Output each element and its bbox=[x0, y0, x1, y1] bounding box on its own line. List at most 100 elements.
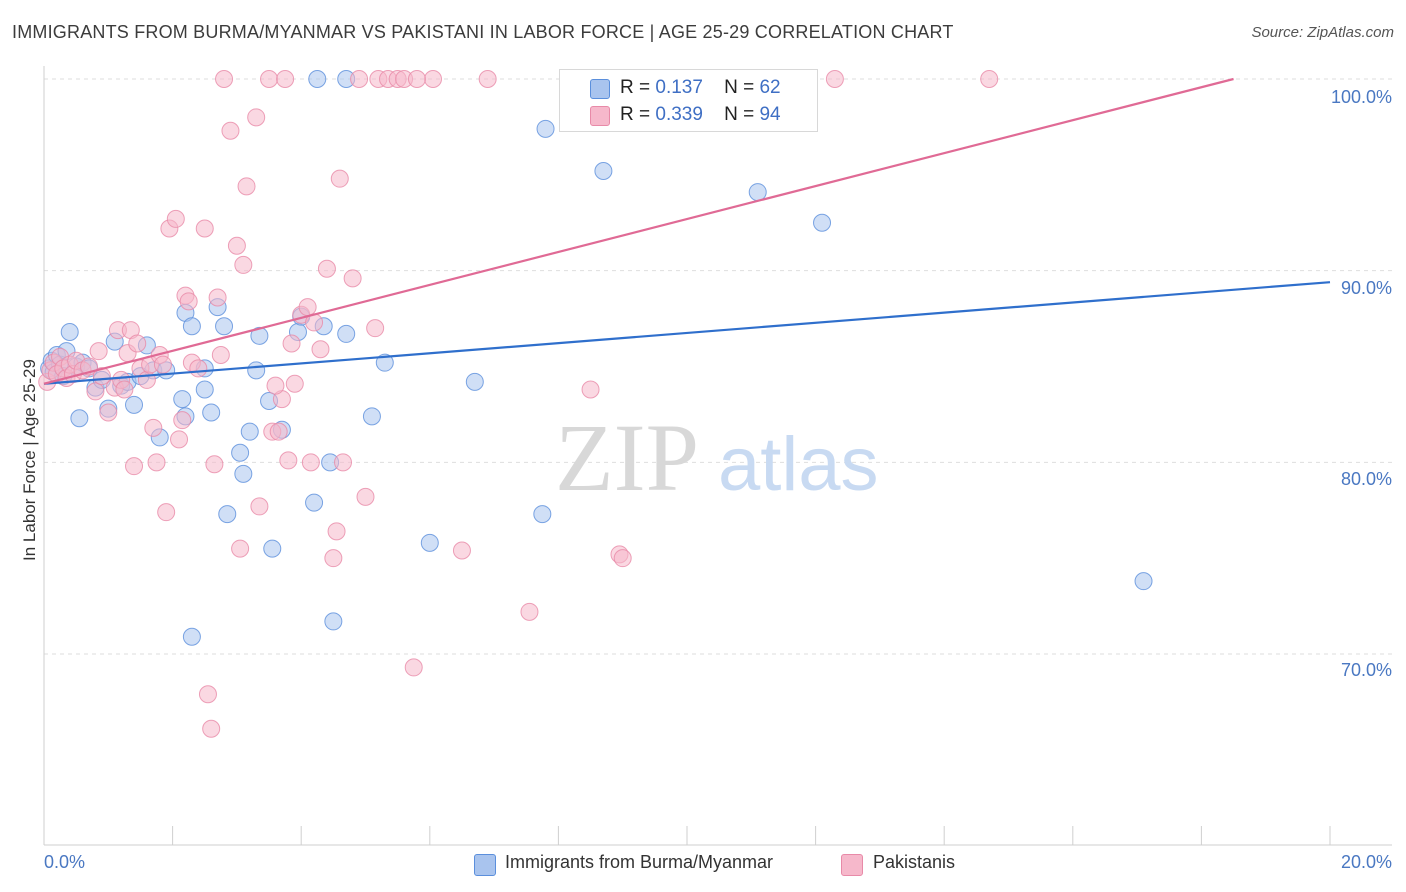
legend-r-label: R = bbox=[620, 77, 651, 98]
pakistani-point-48 bbox=[231, 539, 250, 558]
pakistani-point-69 bbox=[330, 169, 349, 188]
burma-point-58 bbox=[1134, 572, 1153, 591]
pakistani-point-79 bbox=[424, 70, 443, 88]
pakistani-point-60 bbox=[285, 374, 304, 393]
legend-n-value-blue: 62 bbox=[759, 77, 781, 98]
burma-point-55 bbox=[594, 162, 613, 180]
pakistani-point-43 bbox=[208, 288, 227, 307]
burma-point-47 bbox=[324, 612, 343, 631]
burma-point-38 bbox=[250, 326, 269, 345]
points-layer bbox=[38, 70, 1153, 738]
legend-n-label: N = bbox=[724, 77, 755, 98]
burma-point-26 bbox=[173, 390, 192, 409]
pakistani-point-83 bbox=[581, 380, 600, 399]
pakistani-point-93 bbox=[115, 380, 134, 399]
pakistani-point-81 bbox=[478, 70, 497, 88]
burma-point-30 bbox=[202, 403, 221, 422]
pakistani-point-21 bbox=[125, 457, 144, 476]
pakistani-point-15 bbox=[99, 403, 118, 422]
burma-point-34 bbox=[231, 443, 250, 462]
burma-point-52 bbox=[465, 372, 484, 391]
burma-trend-line bbox=[43, 281, 1331, 385]
pakistani-point-72 bbox=[350, 70, 369, 88]
burma-point-51 bbox=[420, 533, 439, 552]
pakistani-point-73 bbox=[356, 487, 375, 506]
burma-point-54 bbox=[536, 119, 555, 138]
legend-n-label: N = bbox=[724, 104, 755, 125]
legend-swatch-blue bbox=[590, 79, 610, 99]
pakistani-point-32 bbox=[166, 209, 185, 228]
pakistani-point-22 bbox=[128, 334, 147, 353]
pakistani-point-13 bbox=[89, 342, 108, 361]
pakistani-point-89 bbox=[980, 70, 999, 88]
legend-r-value-blue: 0.137 bbox=[655, 77, 703, 98]
burma-point-9 bbox=[70, 409, 89, 428]
pakistani-point-66 bbox=[317, 259, 336, 278]
pakistani-point-36 bbox=[179, 292, 198, 311]
burma-point-56 bbox=[748, 183, 767, 202]
burma-point-44 bbox=[305, 493, 324, 512]
y-tick-70: 70.0% bbox=[1340, 660, 1392, 680]
pakistani-point-70 bbox=[333, 453, 352, 472]
legend-row-pink: R = 0.339 N = 94 bbox=[620, 104, 781, 126]
burma-point-7 bbox=[60, 323, 79, 341]
bottom-legend-swatch-blue bbox=[474, 854, 496, 876]
y-tick-80: 80.0% bbox=[1340, 469, 1392, 489]
pakistani-point-67 bbox=[324, 549, 343, 568]
pakistani-point-59 bbox=[282, 334, 301, 353]
pakistani-point-44 bbox=[211, 346, 230, 364]
pakistani-point-26 bbox=[144, 418, 163, 437]
burma-point-57 bbox=[813, 213, 832, 232]
pakistani-point-62 bbox=[298, 298, 317, 317]
pakistani-point-53 bbox=[260, 70, 279, 88]
pakistani-point-50 bbox=[237, 177, 256, 196]
y-tick-100: 100.0% bbox=[1330, 87, 1392, 107]
source-label: Source: ZipAtlas.com bbox=[1251, 24, 1394, 41]
pakistani-point-71 bbox=[343, 269, 362, 288]
pakistani-point-41 bbox=[202, 719, 221, 738]
pakistani-point-57 bbox=[276, 70, 295, 88]
burma-point-33 bbox=[218, 505, 237, 524]
pakistani-point-65 bbox=[311, 340, 330, 359]
x-tick-min: 0.0% bbox=[44, 852, 86, 872]
watermark-atlas: atlas bbox=[718, 422, 879, 507]
burma-point-60 bbox=[308, 70, 327, 88]
pakistani-trend-line bbox=[43, 77, 1234, 385]
pakistani-point-63 bbox=[301, 453, 320, 472]
burma-point-28 bbox=[195, 380, 214, 399]
burma-point-25 bbox=[182, 317, 201, 336]
legend-r-value-pink: 0.339 bbox=[655, 104, 703, 125]
pakistani-point-47 bbox=[227, 236, 246, 255]
chart-title: IMMIGRANTS FROM BURMA/MYANMAR VS PAKISTA… bbox=[12, 22, 954, 42]
burma-point-59 bbox=[182, 627, 201, 646]
pakistani-point-30 bbox=[157, 503, 176, 522]
pakistani-point-40 bbox=[198, 685, 217, 704]
legend-box: R = 0.137 N = 62 R = 0.339 N = 94 bbox=[559, 69, 818, 132]
pakistani-point-92 bbox=[407, 70, 426, 88]
legend-swatch-pink bbox=[590, 106, 610, 126]
pakistani-point-68 bbox=[327, 522, 346, 541]
pakistani-point-80 bbox=[452, 541, 471, 560]
pakistani-point-58 bbox=[279, 451, 298, 470]
bottom-legend-label-pink: Pakistanis bbox=[873, 852, 956, 872]
pakistani-point-29 bbox=[153, 355, 172, 374]
trend-layer bbox=[43, 77, 1331, 385]
bottom-legend-label-blue: Immigrants from Burma/Myanmar bbox=[505, 852, 774, 872]
pakistani-point-82 bbox=[520, 602, 539, 621]
pakistani-point-74 bbox=[366, 319, 385, 338]
burma-point-40 bbox=[263, 539, 282, 558]
burma-point-37 bbox=[247, 361, 266, 380]
pakistani-point-45 bbox=[215, 70, 234, 88]
burma-point-36 bbox=[240, 422, 259, 441]
pakistani-point-51 bbox=[247, 108, 266, 127]
pakistani-point-91 bbox=[266, 376, 285, 395]
pakistani-point-42 bbox=[205, 455, 224, 474]
x-tick-max: 20.0% bbox=[1340, 852, 1392, 872]
burma-point-50 bbox=[375, 353, 394, 372]
y-tick-90: 90.0% bbox=[1340, 278, 1392, 298]
legend-row-blue: R = 0.137 N = 62 bbox=[620, 77, 781, 99]
pakistani-point-39 bbox=[195, 219, 214, 238]
burma-point-32 bbox=[215, 317, 234, 336]
pakistani-point-33 bbox=[170, 430, 189, 449]
